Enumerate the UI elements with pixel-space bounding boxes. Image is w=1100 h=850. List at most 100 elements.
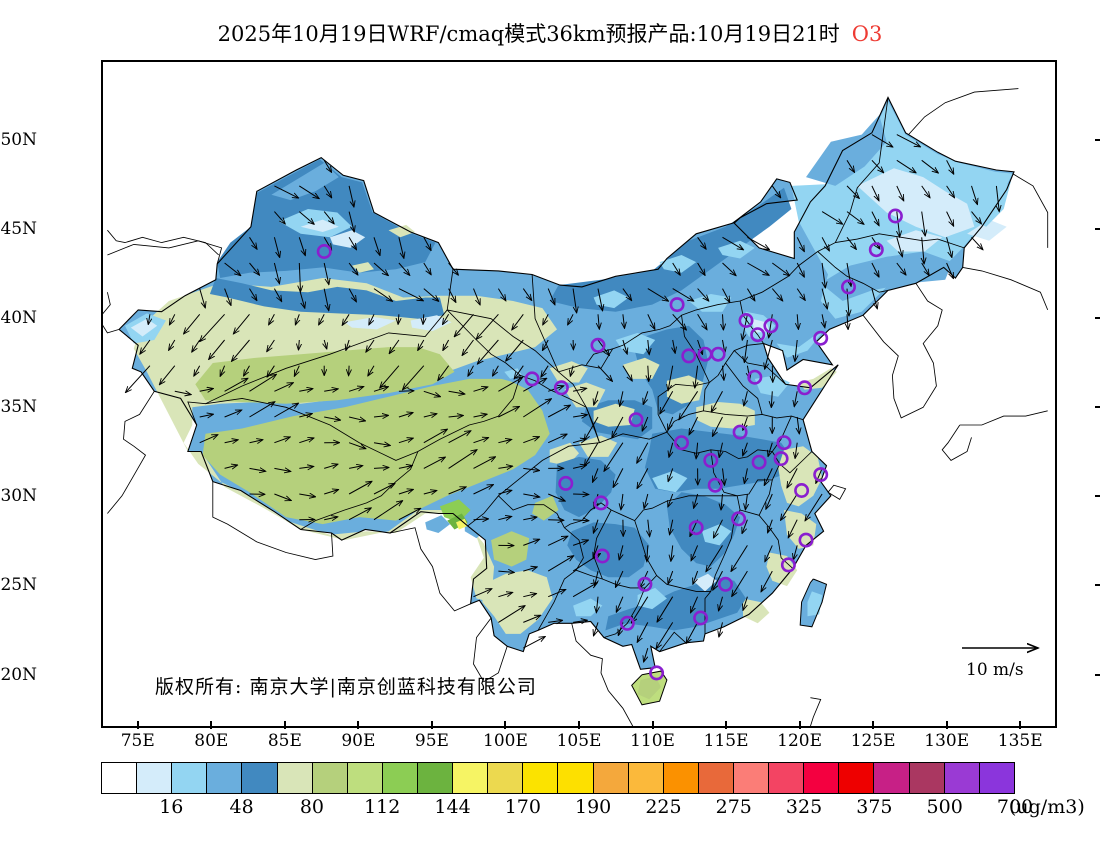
wind-vector	[473, 438, 489, 444]
wind-vector	[598, 314, 599, 329]
colorbar-swatch-3[interactable]	[207, 763, 243, 793]
monitoring-station-marker[interactable]	[637, 576, 653, 592]
wind-vector	[996, 185, 999, 211]
colorbar-swatch-21[interactable]	[839, 763, 875, 793]
colorbar-swatches[interactable]	[101, 762, 1015, 794]
colorbar-swatch-10[interactable]	[453, 763, 489, 793]
species-label: O3	[851, 22, 883, 46]
monitoring-station-marker[interactable]	[747, 369, 763, 385]
monitoring-station-marker[interactable]	[738, 313, 754, 329]
monitoring-station-marker[interactable]	[710, 346, 726, 362]
wind-vector	[224, 288, 231, 306]
wind-vector	[274, 468, 290, 471]
monitoring-station-marker[interactable]	[731, 511, 747, 527]
monitoring-station-marker[interactable]	[590, 337, 606, 353]
colorbar-swatch-20[interactable]	[804, 763, 840, 793]
monitoring-station-marker[interactable]	[798, 532, 814, 548]
monitoring-station-marker[interactable]	[693, 610, 709, 626]
monitoring-station-marker[interactable]	[773, 451, 789, 467]
colorbar-swatch-2[interactable]	[172, 763, 208, 793]
colorbar-swatch-1[interactable]	[137, 763, 173, 793]
y-tickmark	[1095, 139, 1100, 142]
monitoring-station-marker[interactable]	[776, 435, 792, 451]
monitoring-station-marker[interactable]	[594, 548, 610, 564]
wind-vector	[234, 313, 250, 333]
monitoring-station-marker[interactable]	[649, 665, 665, 681]
monitoring-station-marker[interactable]	[750, 327, 766, 343]
colorbar-swatch-23[interactable]	[909, 763, 945, 793]
colorbar-swatch-17[interactable]	[698, 763, 734, 793]
wind-vector	[647, 545, 648, 561]
monitoring-station-marker[interactable]	[717, 576, 733, 592]
monitoring-station-marker[interactable]	[628, 412, 644, 428]
monitoring-station-marker[interactable]	[751, 454, 767, 470]
wind-vector	[796, 288, 805, 301]
colorbar-swatch-25[interactable]	[979, 763, 1014, 793]
colorbar-swatch-22[interactable]	[874, 763, 910, 793]
wind-vector	[573, 415, 587, 417]
wind-vector	[619, 545, 623, 559]
map-plot-area[interactable]	[101, 60, 1057, 728]
wind-vector	[768, 442, 773, 457]
wind-vector	[438, 365, 450, 381]
colorbar-swatch-4[interactable]	[242, 763, 278, 793]
monitoring-station-marker[interactable]	[813, 467, 829, 483]
wind-vector	[713, 416, 723, 436]
colorbar[interactable]: 16 48 80 112 144 170 190 225 275 325 375 500 700 (ug/…	[101, 762, 1085, 818]
wind-vector	[747, 262, 769, 275]
wind-vector	[822, 314, 825, 327]
x-tick-75E: 75E	[120, 731, 155, 751]
monitoring-station-marker[interactable]	[703, 452, 719, 468]
monitoring-station-marker[interactable]	[681, 348, 697, 364]
monitoring-station-marker[interactable]	[593, 495, 609, 511]
monitoring-station-marker[interactable]	[553, 380, 569, 396]
colorbar-swatch-14[interactable]	[593, 763, 629, 793]
monitoring-station-marker[interactable]	[619, 615, 635, 631]
colorbar-swatch-24[interactable]	[944, 763, 980, 793]
x-tickmark	[651, 721, 654, 729]
wind-vector	[796, 262, 804, 277]
colorbar-swatch-18[interactable]	[733, 763, 770, 793]
wind-vector	[723, 468, 725, 485]
monitoring-station-marker[interactable]	[868, 242, 884, 258]
x-tickmark	[798, 721, 801, 729]
colorbar-swatch-16[interactable]	[663, 763, 699, 793]
wind-vector	[647, 314, 655, 329]
colorbar-swatch-6[interactable]	[312, 763, 348, 793]
wind-vector	[697, 314, 707, 329]
wind-vector	[523, 615, 540, 623]
wind-vector	[793, 545, 797, 559]
wind-vector	[369, 314, 375, 324]
colorbar-swatch-12[interactable]	[523, 763, 559, 793]
colorbar-label-48: 48	[229, 796, 254, 818]
monitoring-station-marker[interactable]	[763, 318, 779, 334]
colorbar-swatch-8[interactable]	[382, 763, 418, 793]
colorbar-swatch-15[interactable]	[628, 763, 664, 793]
colorbar-swatch-0[interactable]	[102, 763, 138, 793]
monitoring-station-marker[interactable]	[707, 477, 723, 493]
y-tickmark	[1095, 406, 1100, 409]
monitoring-station-marker[interactable]	[524, 371, 540, 387]
colorbar-swatch-9[interactable]	[417, 763, 454, 793]
colorbar-swatch-5[interactable]	[277, 763, 313, 793]
monitoring-station-marker[interactable]	[669, 297, 685, 313]
monitoring-station-marker[interactable]	[688, 520, 704, 536]
monitoring-station-marker[interactable]	[316, 244, 332, 260]
colorbar-swatch-13[interactable]	[558, 763, 594, 793]
monitoring-station-marker[interactable]	[673, 435, 689, 451]
monitoring-station-marker[interactable]	[732, 424, 748, 440]
monitoring-station-marker[interactable]	[797, 380, 813, 396]
wind-vector	[822, 262, 825, 288]
y-tickmark	[1095, 495, 1100, 498]
monitoring-station-marker[interactable]	[558, 475, 574, 491]
colorbar-swatch-11[interactable]	[488, 763, 524, 793]
monitoring-station-marker[interactable]	[780, 557, 796, 573]
colorbar-swatch-19[interactable]	[769, 763, 805, 793]
monitoring-station-marker[interactable]	[887, 208, 903, 224]
wind-vector	[623, 314, 625, 328]
monitoring-station-marker[interactable]	[813, 330, 829, 346]
monitoring-station-marker[interactable]	[794, 482, 810, 498]
monitoring-station-marker[interactable]	[840, 279, 856, 295]
wind-vector	[299, 414, 312, 417]
colorbar-swatch-7[interactable]	[347, 763, 383, 793]
